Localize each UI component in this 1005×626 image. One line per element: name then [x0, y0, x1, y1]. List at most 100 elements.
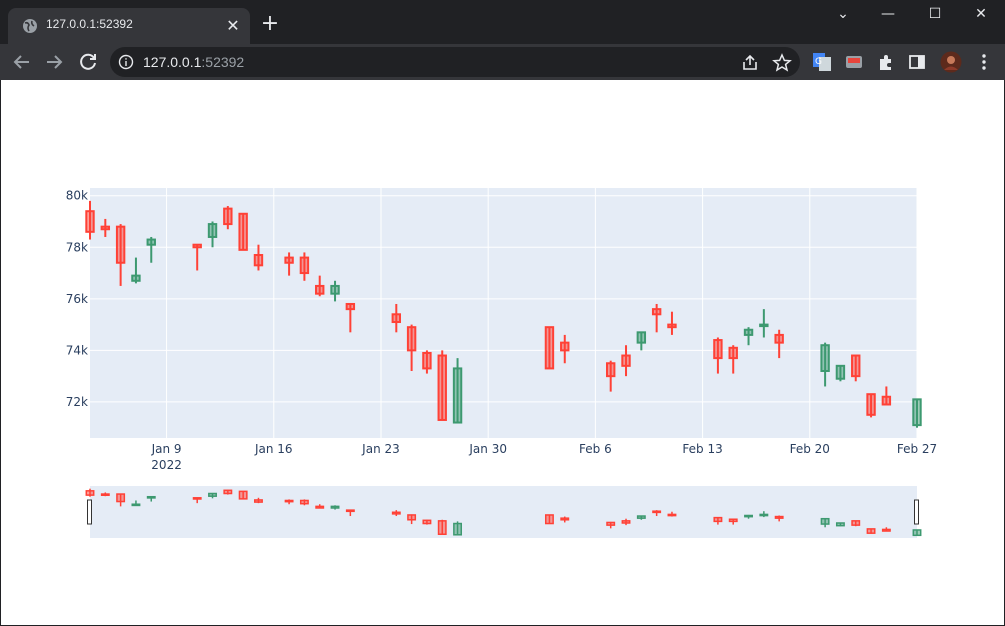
rangeslider-candle-decreasing [667, 511, 677, 517]
candle-decreasing [345, 302, 356, 333]
candle-body [131, 274, 141, 282]
candle-decreasing [713, 337, 723, 374]
rangeslider-candle-body [407, 514, 417, 521]
rangeslider-candle-increasing [820, 517, 830, 528]
rangeslider-candle-decreasing [299, 499, 309, 506]
candle-body [345, 302, 356, 311]
address-bar[interactable]: 127.0.0.1:52392 [110, 47, 800, 77]
rangeslider-candle-body [728, 518, 738, 523]
more-menu-icon[interactable] [974, 52, 994, 72]
rangeslider-candle-body [208, 492, 217, 497]
info-icon[interactable] [118, 54, 134, 70]
url-text: 127.0.0.1:52392 [143, 54, 244, 70]
minimize-icon[interactable]: — [881, 6, 895, 22]
y-tick-label: 72k [66, 395, 88, 409]
rangeslider-candle-body [621, 520, 631, 524]
candle-decreasing [422, 350, 432, 374]
back-arrow-icon[interactable] [10, 50, 34, 74]
close-icon[interactable]: ✕ [226, 16, 240, 35]
candle-increasing [835, 364, 846, 382]
x-tick-label: Feb 13 [682, 442, 722, 456]
window-close-icon[interactable]: ✕ [975, 6, 987, 22]
rangeslider-candle-decreasing [851, 520, 861, 527]
rangeslider-candle-body [820, 517, 830, 525]
rangeslider-candle-decreasing [315, 504, 325, 509]
x-tick-year-label: 2022 [151, 458, 182, 472]
rangeslider-candle-body [315, 505, 325, 509]
forward-arrow-icon[interactable] [42, 50, 66, 74]
candle-body [315, 284, 325, 295]
candle-body [912, 398, 922, 427]
candle-decreasing [560, 334, 570, 364]
rangeslider-candle-body [544, 514, 554, 525]
cast-icon[interactable] [844, 52, 864, 72]
rangeslider-candle-increasing [759, 511, 769, 518]
candle-increasing [912, 398, 922, 428]
url-port: :52392 [201, 54, 245, 70]
extensions-puzzle-icon[interactable] [876, 52, 896, 72]
rangeslider-right-handle[interactable] [914, 499, 919, 525]
x-tick-label: Jan 16 [254, 442, 293, 456]
chevron-down-icon[interactable]: ⌄ [837, 6, 849, 22]
rangeslider-background [90, 486, 917, 538]
candle-body [866, 393, 876, 416]
rangeslider-candle-decreasing [652, 510, 662, 517]
share-icon[interactable] [740, 53, 760, 73]
candle-body [759, 323, 769, 328]
candle-body [636, 331, 647, 344]
rangeslider-candle-body [866, 528, 876, 534]
rangeslider-candle-body [192, 497, 202, 500]
rangeslider-candle-decreasing [192, 497, 202, 504]
candle-body [391, 313, 401, 324]
candle-decreasing [667, 311, 677, 335]
candle-body [667, 323, 677, 329]
candle-increasing [146, 236, 156, 263]
candle-body [406, 326, 417, 352]
browser-tab[interactable]: 127.0.0.1:52392 ✕ [8, 8, 250, 44]
rangeslider-left-handle[interactable] [87, 499, 92, 525]
rangeslider-candle-body [299, 499, 309, 505]
rangeslider-candle-decreasing [422, 519, 432, 525]
rangeslider-candle-decreasing [560, 516, 570, 523]
rangeslider-candle-body [851, 520, 861, 526]
tab-title: 127.0.0.1:52392 [46, 17, 133, 31]
maximize-icon[interactable]: ☐ [928, 6, 942, 22]
profile-avatar-icon[interactable] [940, 51, 962, 73]
rangeslider-candle-body [437, 520, 447, 535]
rangeslider-candle-decreasing [116, 493, 126, 507]
candle-body [238, 212, 248, 251]
translate-icon[interactable]: G [812, 52, 832, 72]
candle-body [881, 395, 892, 406]
y-tick-label: 74k [66, 343, 88, 357]
candle-body [544, 326, 555, 370]
rangeslider-candle-body [636, 515, 646, 519]
rangeslider-candle-decreasing [223, 489, 233, 495]
candle-increasing [636, 331, 647, 351]
candle-decreasing [85, 200, 95, 240]
candle-body [299, 256, 310, 275]
candlestick-chart[interactable]: 72k 74k 76k 78k 80k Jan 9 Jan 16 Jan 23 Jan 30 Fe… [1, 80, 1004, 625]
candle-increasing [330, 280, 340, 302]
star-icon[interactable] [772, 53, 792, 73]
candle-decreasing [606, 360, 616, 392]
candle-body [774, 333, 784, 344]
rangeslider-candle-body [759, 513, 769, 517]
rangeslider-candle-body [238, 490, 248, 500]
rangeslider-candle-body [146, 495, 156, 499]
rangeslider-candle-body [284, 499, 294, 503]
reload-icon[interactable] [76, 50, 100, 74]
candle-increasing [820, 342, 830, 387]
candle-decreasing [253, 244, 264, 271]
candle-decreasing [544, 326, 555, 370]
candle-body [820, 344, 830, 372]
plus-icon[interactable]: + [260, 11, 280, 36]
candle-decreasing [100, 218, 111, 237]
rangeslider-candle-increasing [146, 495, 156, 502]
rangeslider-candle-increasing [453, 521, 463, 536]
plot-background [90, 188, 917, 438]
rangeslider-candle-body [881, 528, 891, 532]
x-tick-label: Feb 6 [579, 442, 612, 456]
side-panel-icon[interactable] [907, 52, 927, 72]
rangeslider-candle-body [744, 514, 753, 518]
candle-body [207, 223, 218, 238]
